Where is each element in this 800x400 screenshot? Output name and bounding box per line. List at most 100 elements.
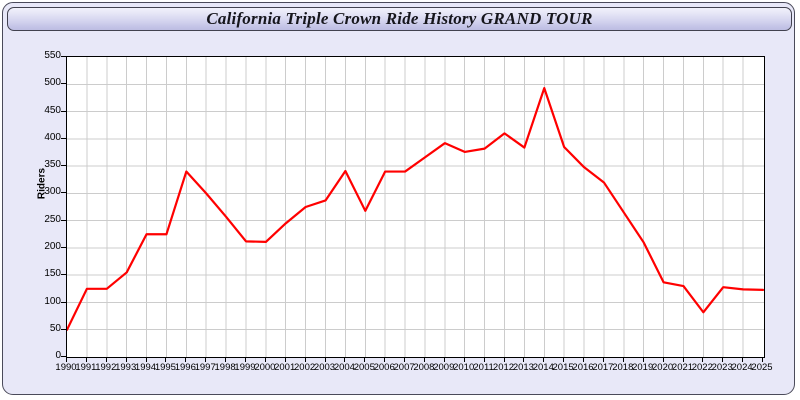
x-axis-tick-mark bbox=[463, 357, 465, 362]
x-axis-tick-mark bbox=[742, 357, 744, 362]
x-axis-tick-mark bbox=[762, 357, 763, 362]
x-axis-tick-mark bbox=[304, 357, 306, 362]
y-axis-tick: 450 bbox=[44, 104, 61, 116]
x-axis-tick: 1999 bbox=[234, 362, 256, 373]
x-axis-tick: 2019 bbox=[632, 362, 654, 373]
x-axis-tick: 2017 bbox=[592, 362, 614, 373]
x-axis-tick: 2009 bbox=[433, 362, 455, 373]
x-axis-tick-mark bbox=[384, 357, 386, 362]
plot-area bbox=[66, 56, 765, 358]
x-axis-tick-mark bbox=[523, 357, 525, 362]
x-axis-tick: 1993 bbox=[115, 362, 137, 373]
x-axis-tick: 2000 bbox=[254, 362, 276, 373]
x-axis-tick-mark bbox=[245, 357, 246, 362]
x-axis-tick: 2021 bbox=[671, 362, 694, 373]
x-axis-tick-mark bbox=[622, 357, 624, 362]
x-axis-tick: 2007 bbox=[393, 362, 415, 373]
x-axis-tick: 2013 bbox=[512, 362, 534, 373]
y-axis-tick: 50 bbox=[49, 322, 61, 334]
y-axis-tick: 400 bbox=[44, 131, 61, 143]
x-axis-tick: 2024 bbox=[731, 362, 753, 373]
x-axis-tick-mark bbox=[185, 357, 187, 362]
x-axis-tick: 2020 bbox=[652, 362, 674, 373]
x-axis-tick: 2016 bbox=[572, 362, 594, 373]
y-axis-tick: 0 bbox=[55, 350, 61, 361]
x-axis-tick-mark bbox=[344, 357, 346, 362]
x-axis-tick: 1991 bbox=[75, 362, 97, 373]
y-axis-tick-mark bbox=[61, 301, 66, 303]
x-axis-tick: 2004 bbox=[333, 362, 355, 373]
y-axis-tick-mark bbox=[61, 192, 66, 194]
x-axis-tick-mark bbox=[702, 357, 704, 362]
x-axis-tick: 2014 bbox=[532, 362, 554, 373]
x-axis-tick: 1995 bbox=[154, 362, 176, 373]
x-axis-tick: 2008 bbox=[413, 362, 435, 373]
y-axis-tick-mark bbox=[61, 356, 66, 357]
y-axis-tick-mark bbox=[61, 137, 66, 139]
y-axis-tick: 500 bbox=[44, 77, 61, 89]
riders-line-series bbox=[67, 86, 764, 331]
x-axis-tick-mark bbox=[483, 357, 485, 362]
y-axis-tick: 150 bbox=[44, 268, 61, 280]
x-axis-tick: 2006 bbox=[373, 362, 395, 373]
x-axis-tick: 1998 bbox=[214, 362, 236, 373]
gridlines bbox=[67, 57, 764, 357]
x-axis-tick: 1997 bbox=[194, 362, 216, 373]
y-axis-tick: 550 bbox=[44, 50, 61, 61]
x-axis-tick-mark bbox=[503, 357, 505, 362]
x-axis-tick-mark bbox=[722, 357, 724, 362]
x-axis-tick-mark bbox=[364, 357, 366, 362]
x-axis-tick-mark bbox=[66, 357, 67, 362]
x-axis-tick-mark bbox=[145, 357, 147, 362]
x-axis-tick-mark bbox=[324, 357, 326, 362]
x-axis-tick-mark bbox=[682, 357, 684, 362]
x-axis-tick: 2010 bbox=[453, 362, 475, 373]
plot-wrapper: Riders 0 50 100 150 200 250 300 350 400 450 500 550… bbox=[3, 3, 794, 394]
y-axis-tick-mark bbox=[61, 328, 66, 330]
y-axis-tick-mark bbox=[61, 246, 66, 248]
x-axis-tick: 2002 bbox=[294, 362, 316, 373]
x-axis-tick: 1996 bbox=[174, 362, 196, 373]
x-axis-tick: 2005 bbox=[353, 362, 375, 373]
chart-window: California Triple Crown Ride History GRA… bbox=[2, 2, 795, 395]
x-axis-tick-mark bbox=[205, 357, 207, 362]
x-axis-tick-mark bbox=[125, 357, 127, 362]
y-axis-tick: 100 bbox=[44, 295, 61, 307]
y-axis-tick-mark bbox=[61, 274, 66, 276]
x-axis-tick-mark bbox=[165, 357, 167, 362]
x-axis-tick: 1992 bbox=[95, 362, 117, 373]
x-axis-tick: 2022 bbox=[691, 362, 713, 373]
x-axis-tick-mark bbox=[602, 357, 604, 362]
x-axis-tick: 1990 bbox=[55, 362, 77, 373]
chart-title-bar: California Triple Crown Ride History GRA… bbox=[7, 7, 792, 31]
page-title: California Triple Crown Ride History GRA… bbox=[206, 9, 593, 28]
x-axis-tick: 2018 bbox=[612, 362, 634, 373]
x-axis-tick: 2011 bbox=[473, 362, 494, 373]
x-axis-tick-mark bbox=[225, 357, 227, 362]
x-axis-tick: 2015 bbox=[552, 362, 574, 373]
x-axis-tick-mark bbox=[264, 357, 266, 362]
y-axis-tick: 300 bbox=[44, 186, 61, 198]
x-axis-tick-mark bbox=[423, 357, 425, 362]
x-axis-tick-mark bbox=[404, 357, 406, 362]
y-axis-tick: 250 bbox=[44, 213, 61, 225]
x-axis-tick: 2001 bbox=[274, 362, 296, 373]
x-axis-tick-mark bbox=[662, 357, 664, 362]
x-axis-tick: 2023 bbox=[711, 362, 733, 373]
y-axis-tick: 200 bbox=[44, 240, 61, 252]
x-axis-tick: 1994 bbox=[134, 362, 157, 373]
x-axis-tick: 2012 bbox=[492, 362, 515, 373]
x-axis-tick-mark bbox=[443, 357, 445, 362]
x-axis-tick-mark bbox=[642, 357, 644, 362]
x-axis-tick-mark bbox=[105, 357, 107, 362]
x-axis-tick-mark bbox=[563, 357, 565, 362]
x-axis-tick: 2025 bbox=[751, 362, 773, 373]
y-axis-tick: 350 bbox=[44, 159, 61, 171]
y-axis-tick-mark bbox=[61, 110, 66, 112]
y-axis-tick-mark bbox=[61, 219, 66, 221]
x-axis-tick-labels: 1990 1991 1992 1993 1994 1995 1996 1997 1998 1999… bbox=[3, 3, 794, 394]
x-axis-tick-mark bbox=[543, 357, 545, 362]
y-axis-tick-mark bbox=[61, 165, 66, 167]
x-axis-tick-mark bbox=[284, 357, 286, 362]
x-axis-tick-mark bbox=[85, 357, 87, 362]
